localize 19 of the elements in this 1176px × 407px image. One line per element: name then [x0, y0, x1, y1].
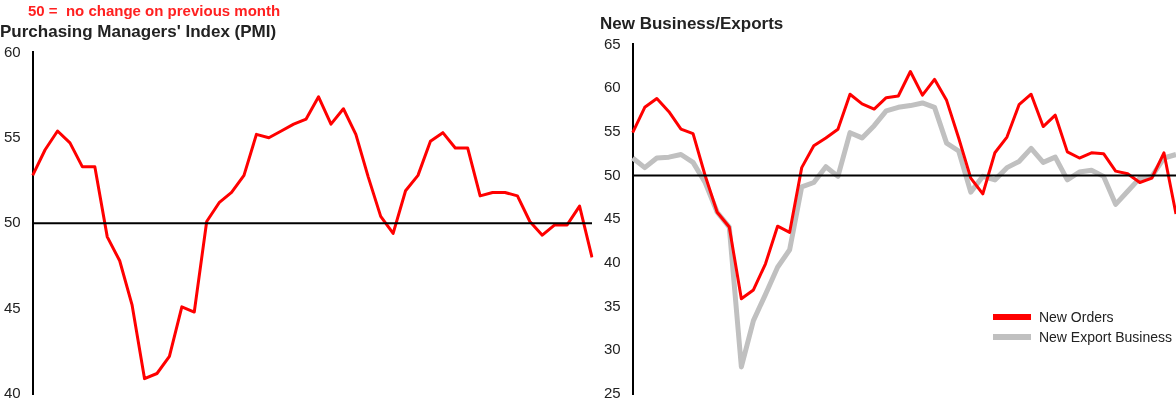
text: 50 = no change on previous month	[27, 1, 282, 21]
y-tick-label: 35	[604, 296, 621, 314]
y-tick-label: 45	[4, 298, 21, 316]
legend-label: New Export Business	[1038, 329, 1172, 345]
y-tick-label: 25	[604, 384, 621, 402]
y-tick-label: 40	[4, 384, 21, 402]
y-tick-label: 55	[4, 127, 21, 145]
chart-title: Purchasing Managers' Index (PMI)	[0, 21, 277, 41]
y-tick-label: 55	[604, 121, 621, 139]
y-tick-label: 30	[604, 340, 621, 358]
y-tick-label: 60	[604, 78, 621, 96]
y-tick-label: 60	[4, 42, 21, 60]
chart-title: New Business/Exports	[600, 13, 784, 33]
y-tick-label: 50	[4, 213, 21, 231]
y-tick-label: 40	[604, 253, 621, 271]
y-tick-label: 65	[604, 34, 621, 52]
y-tick-label: 45	[604, 209, 621, 227]
y-tick-label: 50	[604, 165, 621, 183]
legend-label: New Orders	[1038, 309, 1114, 325]
